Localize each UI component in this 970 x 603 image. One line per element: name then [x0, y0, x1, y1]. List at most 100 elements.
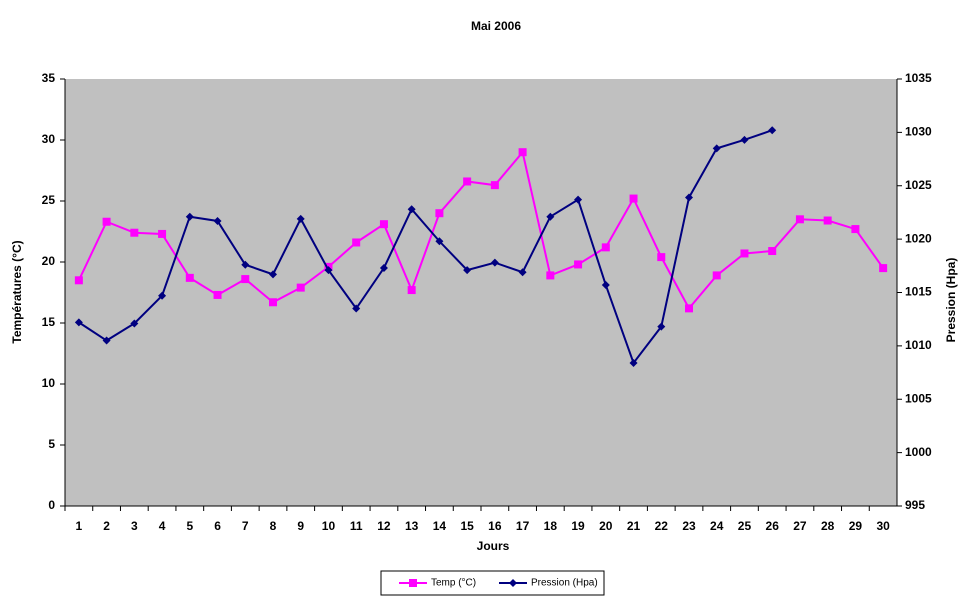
y-tick-label: 15	[42, 315, 56, 329]
marker	[574, 195, 583, 204]
legend-label: Pression (Hpa)	[531, 578, 598, 589]
y-tick-label: 20	[42, 254, 56, 268]
marker	[518, 148, 527, 157]
x-tick-label: 9	[297, 519, 304, 533]
marker	[435, 237, 444, 246]
marker	[213, 216, 222, 225]
marker	[657, 253, 666, 262]
y-tick-label: 25	[42, 193, 56, 207]
y-axis-label: Températures (°C)	[10, 240, 24, 343]
y-tick-label: 10	[42, 376, 56, 390]
marker	[629, 194, 638, 203]
y2-tick-label: 1025	[905, 178, 932, 192]
marker	[379, 263, 388, 272]
y2-tick-label: 1000	[905, 445, 932, 459]
marker	[241, 275, 250, 284]
x-tick-label: 13	[405, 519, 419, 533]
marker	[712, 271, 721, 280]
marker	[740, 249, 749, 258]
y2-tick-label: 1030	[905, 125, 932, 139]
x-tick-label: 28	[821, 519, 835, 533]
marker	[130, 228, 139, 237]
marker	[407, 205, 416, 214]
marker	[795, 215, 804, 224]
x-tick-label: 12	[377, 519, 391, 533]
marker	[74, 276, 83, 285]
marker	[768, 247, 777, 256]
marker	[130, 319, 139, 328]
x-tick-label: 21	[627, 519, 641, 533]
legend-marker	[409, 579, 417, 587]
y2-tick-label: 1005	[905, 391, 932, 405]
chart-title: Mai 2006	[471, 19, 521, 33]
x-tick-label: 22	[655, 519, 669, 533]
x-tick-label: 6	[214, 519, 221, 533]
marker	[269, 298, 277, 307]
marker	[296, 214, 305, 223]
y2-tick-label: 1020	[905, 231, 932, 245]
marker	[601, 243, 610, 252]
marker	[740, 135, 749, 144]
marker	[851, 225, 860, 234]
marker	[379, 220, 388, 229]
marker	[879, 264, 888, 273]
x-tick-label: 18	[544, 519, 558, 533]
x-tick-label: 1	[76, 519, 83, 533]
x-tick-label: 23	[682, 519, 696, 533]
marker	[352, 304, 361, 313]
y-tick-label: 5	[48, 437, 55, 451]
y2-tick-label: 995	[905, 498, 925, 512]
x-tick-label: 29	[849, 519, 863, 533]
marker	[352, 238, 361, 247]
marker	[213, 290, 222, 299]
marker	[158, 229, 167, 238]
marker	[518, 268, 527, 277]
x-tick-label: 4	[159, 519, 166, 533]
marker	[324, 266, 333, 275]
marker	[685, 304, 693, 313]
marker	[712, 144, 721, 153]
x-tick-label: 17	[516, 519, 530, 533]
marker	[185, 212, 194, 221]
x-axis-label: Jours	[477, 539, 510, 553]
x-tick-label: 2	[103, 519, 110, 533]
marker	[546, 271, 555, 280]
y-tick-label: 0	[48, 498, 55, 512]
x-tick-label: 27	[793, 519, 807, 533]
legend-label: Temp (°C)	[431, 578, 476, 589]
x-tick-label: 10	[322, 519, 336, 533]
series-line	[78, 129, 773, 366]
x-tick-label: 5	[186, 519, 193, 533]
marker	[158, 291, 167, 300]
x-tick-label: 16	[488, 519, 502, 533]
y2-axis-label: Pression (Hpa)	[944, 258, 958, 343]
x-tick-label: 20	[599, 519, 613, 533]
marker	[102, 336, 111, 345]
series-line	[77, 150, 884, 311]
x-tick-label: 30	[876, 519, 890, 533]
x-tick-label: 3	[131, 519, 138, 533]
marker	[463, 266, 472, 275]
marker	[185, 273, 194, 282]
marker	[102, 217, 111, 226]
x-tick-label: 11	[350, 519, 363, 533]
marker	[685, 193, 693, 202]
y-tick-label: 30	[42, 132, 56, 146]
y2-tick-label: 1035	[905, 71, 932, 85]
x-tick-label: 24	[710, 519, 724, 533]
x-tick-label: 8	[270, 519, 277, 533]
marker	[74, 318, 83, 327]
x-tick-label: 15	[460, 519, 474, 533]
plot-area	[65, 79, 897, 506]
marker	[463, 177, 472, 186]
marker	[490, 181, 499, 190]
y2-tick-label: 1015	[905, 285, 932, 299]
marker	[629, 358, 638, 367]
marker	[407, 286, 416, 295]
x-tick-label: 14	[433, 519, 447, 533]
marker	[435, 209, 444, 218]
marker	[601, 281, 610, 290]
x-tick-label: 25	[738, 519, 752, 533]
x-tick-label: 26	[766, 519, 780, 533]
